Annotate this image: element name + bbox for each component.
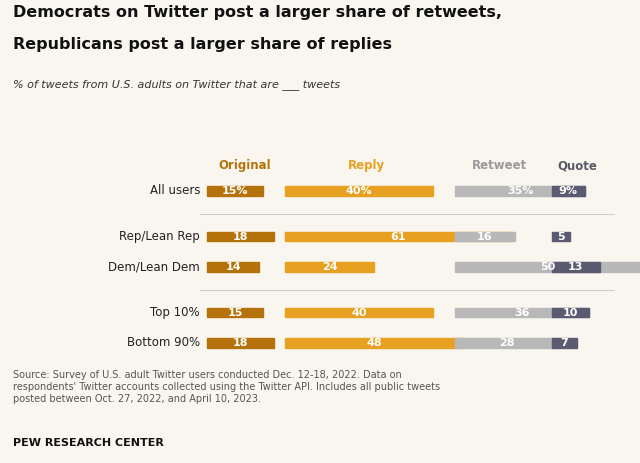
Text: 13: 13 [568, 262, 583, 272]
Text: 35%: 35% [507, 186, 533, 196]
Text: PEW RESEARCH CENTER: PEW RESEARCH CENTER [13, 438, 164, 448]
Bar [455, 232, 515, 241]
Text: 18: 18 [233, 338, 248, 348]
Text: 16: 16 [477, 232, 493, 242]
Text: Democrats on Twitter post a larger share of retweets,: Democrats on Twitter post a larger share… [13, 5, 502, 19]
Bar [285, 308, 433, 318]
Text: 36: 36 [514, 307, 530, 318]
Bar [552, 308, 589, 318]
Bar [207, 232, 274, 241]
Text: 40%: 40% [346, 186, 372, 196]
Text: Source: Survey of U.S. adult Twitter users conducted Dec. 12-18, 2022. Data on
r: Source: Survey of U.S. adult Twitter use… [13, 370, 440, 404]
Bar [552, 262, 600, 272]
Text: Top 10%: Top 10% [150, 306, 200, 319]
Text: 28: 28 [499, 338, 515, 348]
Text: 15%: 15% [222, 186, 248, 196]
Bar [455, 186, 585, 196]
Bar [455, 308, 589, 318]
Text: Bottom 90%: Bottom 90% [127, 337, 200, 350]
Text: 40: 40 [351, 307, 367, 318]
Text: Retweet: Retweet [472, 159, 527, 172]
Bar [285, 338, 463, 348]
Text: 5: 5 [557, 232, 564, 242]
Bar [285, 186, 433, 196]
Text: 50: 50 [540, 262, 556, 272]
Bar [207, 186, 263, 196]
Text: 18: 18 [233, 232, 248, 242]
Bar [455, 262, 640, 272]
Bar [285, 232, 511, 241]
Text: % of tweets from U.S. adults on Twitter that are ___ tweets: % of tweets from U.S. adults on Twitter … [13, 79, 340, 90]
Text: 10: 10 [563, 307, 578, 318]
Text: 9%: 9% [559, 186, 578, 196]
Bar [455, 338, 559, 348]
Text: 14: 14 [225, 262, 241, 272]
Text: 15: 15 [227, 307, 243, 318]
Bar [207, 338, 274, 348]
Text: All users: All users [150, 184, 200, 198]
Text: Reply: Reply [348, 159, 385, 172]
Text: 24: 24 [322, 262, 337, 272]
Text: 48: 48 [366, 338, 381, 348]
Text: Republicans post a larger share of replies: Republicans post a larger share of repli… [13, 37, 392, 52]
Text: Quote: Quote [557, 159, 597, 172]
Text: 7: 7 [561, 338, 568, 348]
Text: 61: 61 [390, 232, 406, 242]
Bar [285, 262, 374, 272]
Text: Rep/Lean Rep: Rep/Lean Rep [119, 230, 200, 243]
Bar [207, 308, 263, 318]
Text: Dem/Lean Dem: Dem/Lean Dem [108, 261, 200, 274]
Text: Original: Original [218, 159, 271, 172]
Bar [207, 262, 259, 272]
Bar [552, 186, 585, 196]
Bar [552, 232, 570, 241]
Bar [552, 338, 577, 348]
